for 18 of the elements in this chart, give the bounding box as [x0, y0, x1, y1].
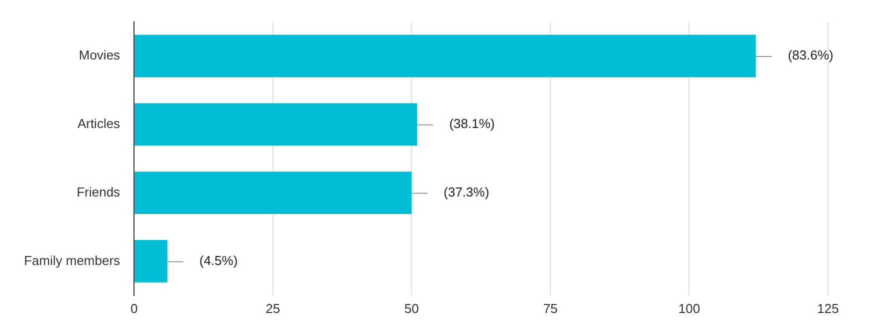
- bar: [134, 172, 412, 214]
- x-tick-label: 100: [678, 300, 700, 316]
- x-tick-label: 0: [130, 300, 138, 316]
- y-tick-label: Articles: [77, 116, 121, 131]
- annotation: (83.6%): [788, 48, 834, 63]
- y-tick-label: Friends: [76, 184, 121, 200]
- bar: [134, 34, 756, 78]
- x-tick-label: 75: [543, 300, 558, 316]
- x-tick-label: 50: [404, 300, 419, 316]
- bar: [134, 103, 418, 146]
- annotation: (38.1%): [449, 116, 495, 131]
- annotation: (4.5%): [199, 252, 238, 268]
- annotation: (37.3%): [444, 184, 490, 200]
- bar: [134, 240, 168, 282]
- y-tick-label: Movies: [78, 48, 121, 63]
- x-tick-label: 125: [817, 300, 839, 316]
- x-tick-label: 25: [266, 300, 280, 316]
- y-tick-label: Family members: [24, 252, 121, 268]
